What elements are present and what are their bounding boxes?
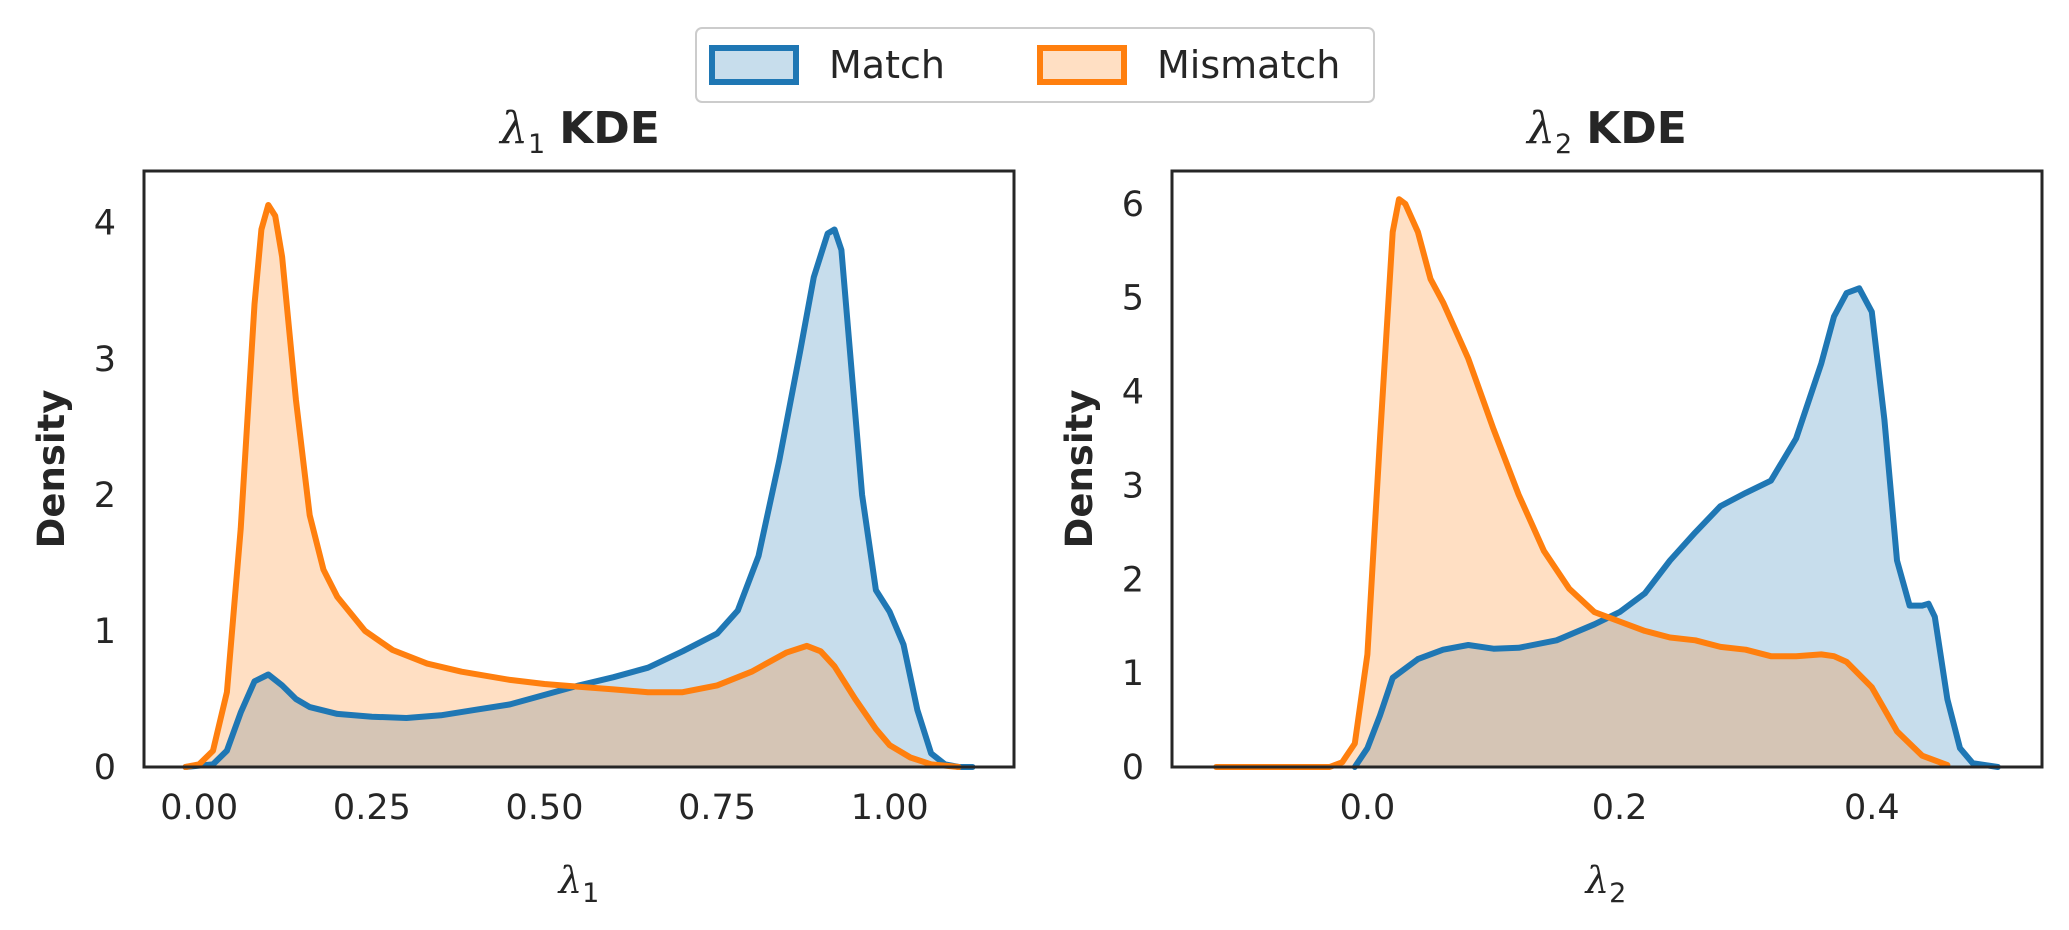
y-tick-label: 0 [1122,748,1144,788]
kde-fill-match [185,229,973,767]
kde-line-match [182,226,976,770]
y-axis-label: Density [30,390,73,549]
y-tick-label: 1 [94,612,116,652]
y-axis-label: Density [1058,390,1101,549]
x-axis-label: λ2 [1584,859,1627,909]
kde-line-mismatch [1213,196,1951,770]
chart-title: λ1 KDE [498,103,660,160]
kde-line-mismatch [182,202,962,770]
x-tick-label: 0.25 [333,788,411,828]
legend-frame [695,27,1375,103]
y-tick-label: 3 [1122,466,1144,506]
y-tick-label: 2 [94,476,116,516]
x-axis-label: λ1 [557,859,600,909]
kde-fill-mismatch [185,205,959,767]
y-tick-label: 4 [94,204,116,244]
legend-label-match: Match [829,43,945,87]
legend-swatch-mismatch [1037,45,1127,85]
y-tick-label: 3 [94,340,116,380]
y-tick-label: 4 [1122,373,1144,413]
kde-fill-mismatch [1216,199,1948,767]
x-tick-label: 0.00 [160,788,238,828]
y-tick-label: 0 [94,748,116,788]
chart-lambda2-kde: λ2 KDE 0.0 0.2 0.4 0 1 2 3 4 5 6 λ2 Density [1058,103,2044,909]
plot-frame [142,169,1016,769]
legend: Match Mismatch [695,27,1375,103]
x-tick-label: 1.00 [851,788,929,828]
kde-line-match [1351,285,2001,770]
x-tick-label: 0.0 [1340,788,1396,828]
plot-frame [1170,169,2044,769]
chart-title: λ2 KDE [1525,103,1687,160]
y-tick-label: 2 [1122,560,1144,600]
x-tick-label: 0.2 [1592,788,1648,828]
x-tick-label: 0.50 [506,788,584,828]
chart-lambda1-kde: λ1 KDE 0.00 0.25 0.50 0.75 1.00 0 1 2 3 4 λ1 Dens… [30,103,1016,909]
x-tick-label: 0.75 [678,788,756,828]
kde-fill-match [1354,288,1998,767]
legend-swatch-match [709,45,799,85]
y-tick-label: 6 [1122,185,1144,225]
legend-label-mismatch: Mismatch [1157,43,1340,87]
y-tick-label: 1 [1122,654,1144,694]
x-tick-label: 0.4 [1844,788,1900,828]
y-tick-label: 5 [1122,279,1144,319]
